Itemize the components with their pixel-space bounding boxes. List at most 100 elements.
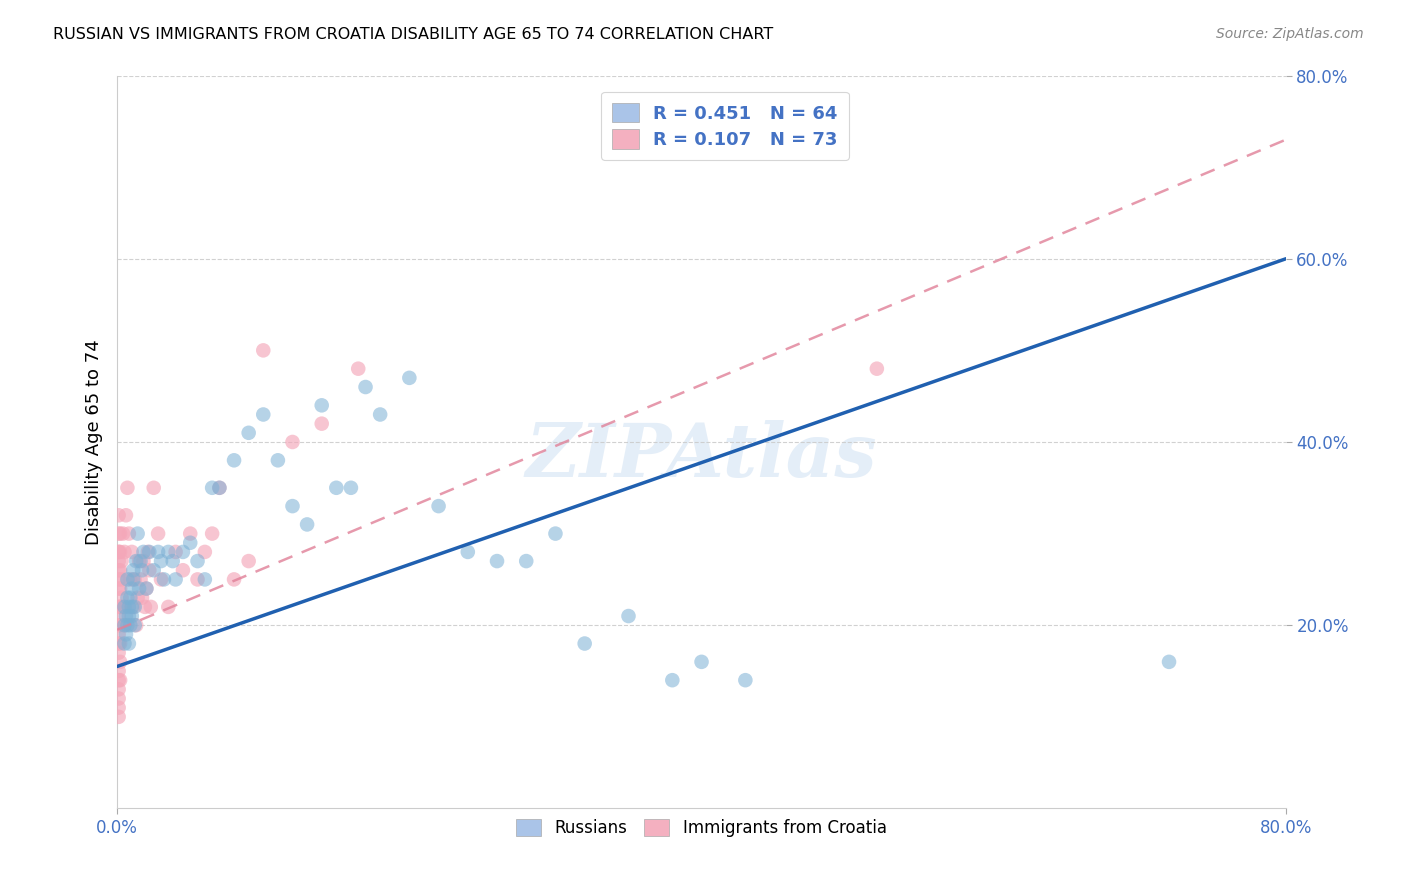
Point bbox=[121, 545, 143, 559]
Point bbox=[132, 545, 155, 559]
Point bbox=[165, 573, 187, 587]
Point bbox=[208, 481, 231, 495]
Point bbox=[131, 591, 153, 605]
Point bbox=[121, 582, 143, 596]
Point bbox=[120, 618, 142, 632]
Point bbox=[311, 417, 333, 431]
Point bbox=[515, 554, 537, 568]
Point bbox=[107, 545, 129, 559]
Point bbox=[114, 636, 136, 650]
Point bbox=[112, 526, 135, 541]
Point bbox=[110, 554, 132, 568]
Point bbox=[114, 545, 136, 559]
Point bbox=[138, 545, 160, 559]
Point bbox=[107, 682, 129, 697]
Point bbox=[172, 563, 194, 577]
Point bbox=[129, 554, 152, 568]
Point bbox=[107, 573, 129, 587]
Point bbox=[295, 517, 318, 532]
Point bbox=[135, 582, 157, 596]
Point bbox=[108, 618, 131, 632]
Point bbox=[574, 636, 596, 650]
Point bbox=[128, 554, 150, 568]
Point bbox=[125, 618, 148, 632]
Point bbox=[138, 563, 160, 577]
Point bbox=[340, 481, 363, 495]
Point bbox=[108, 599, 131, 614]
Point bbox=[325, 481, 347, 495]
Point bbox=[267, 453, 290, 467]
Point bbox=[117, 573, 139, 587]
Point bbox=[1157, 655, 1180, 669]
Y-axis label: Disability Age 65 to 74: Disability Age 65 to 74 bbox=[86, 339, 103, 545]
Point bbox=[194, 573, 217, 587]
Point bbox=[107, 691, 129, 706]
Point bbox=[866, 361, 889, 376]
Point bbox=[146, 545, 169, 559]
Point bbox=[165, 545, 187, 559]
Point bbox=[347, 361, 370, 376]
Point bbox=[110, 591, 132, 605]
Point bbox=[118, 636, 141, 650]
Point bbox=[146, 526, 169, 541]
Text: ZIPAtlas: ZIPAtlas bbox=[526, 420, 877, 493]
Point bbox=[179, 526, 201, 541]
Legend: Russians, Immigrants from Croatia: Russians, Immigrants from Croatia bbox=[510, 813, 893, 844]
Point bbox=[661, 673, 683, 688]
Point bbox=[108, 563, 131, 577]
Point bbox=[107, 554, 129, 568]
Point bbox=[124, 599, 146, 614]
Point bbox=[150, 573, 173, 587]
Point bbox=[142, 481, 165, 495]
Point bbox=[281, 434, 304, 449]
Point bbox=[108, 655, 131, 669]
Point bbox=[157, 599, 180, 614]
Point bbox=[121, 599, 143, 614]
Point bbox=[107, 545, 129, 559]
Point bbox=[135, 582, 157, 596]
Point bbox=[110, 573, 132, 587]
Point bbox=[252, 343, 274, 358]
Point bbox=[107, 599, 129, 614]
Point bbox=[107, 582, 129, 596]
Point bbox=[118, 526, 141, 541]
Point bbox=[281, 499, 304, 513]
Point bbox=[108, 673, 131, 688]
Point bbox=[115, 627, 138, 641]
Point bbox=[124, 573, 146, 587]
Point bbox=[131, 563, 153, 577]
Point bbox=[108, 526, 131, 541]
Point bbox=[121, 609, 143, 624]
Point bbox=[118, 609, 141, 624]
Point bbox=[617, 609, 640, 624]
Point bbox=[690, 655, 713, 669]
Point bbox=[172, 545, 194, 559]
Point bbox=[201, 526, 224, 541]
Point bbox=[132, 554, 155, 568]
Point bbox=[118, 599, 141, 614]
Point bbox=[108, 582, 131, 596]
Point bbox=[368, 408, 391, 422]
Point bbox=[150, 554, 173, 568]
Point bbox=[238, 554, 260, 568]
Point bbox=[114, 618, 136, 632]
Point bbox=[125, 554, 148, 568]
Point bbox=[734, 673, 756, 688]
Point bbox=[142, 563, 165, 577]
Point bbox=[157, 545, 180, 559]
Point bbox=[544, 526, 567, 541]
Point bbox=[122, 573, 145, 587]
Point bbox=[127, 526, 149, 541]
Text: RUSSIAN VS IMMIGRANTS FROM CROATIA DISABILITY AGE 65 TO 74 CORRELATION CHART: RUSSIAN VS IMMIGRANTS FROM CROATIA DISAB… bbox=[53, 27, 773, 42]
Point bbox=[186, 573, 208, 587]
Point bbox=[107, 508, 129, 523]
Point bbox=[107, 673, 129, 688]
Point bbox=[124, 618, 146, 632]
Point bbox=[427, 499, 450, 513]
Point bbox=[311, 398, 333, 412]
Point bbox=[222, 453, 245, 467]
Point bbox=[186, 554, 208, 568]
Text: Source: ZipAtlas.com: Source: ZipAtlas.com bbox=[1216, 27, 1364, 41]
Point bbox=[108, 636, 131, 650]
Point bbox=[107, 710, 129, 724]
